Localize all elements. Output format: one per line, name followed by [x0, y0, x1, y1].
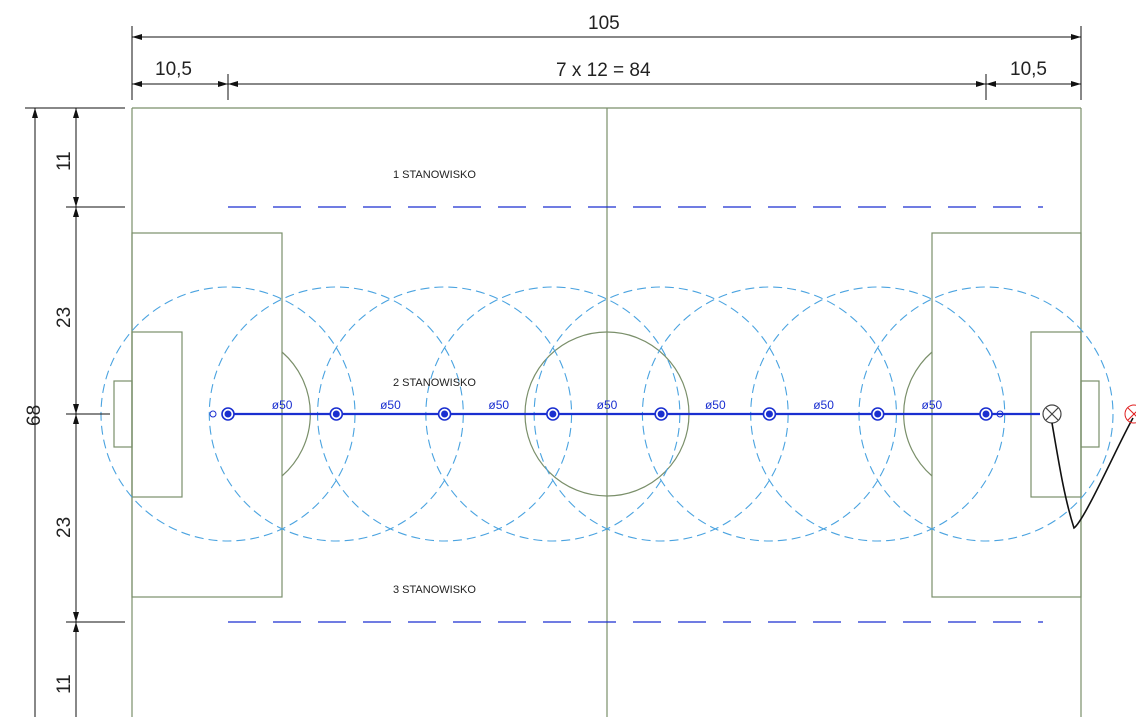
pipe-diameter-label: ø50 [380, 398, 401, 412]
sprinkler-head-icon [979, 407, 993, 421]
pipe-diameter-label: ø50 [922, 398, 943, 412]
left-goal [113, 380, 133, 448]
segment-upper-label: 23 [54, 307, 75, 328]
valve-icon [1042, 404, 1062, 424]
sprinkler-head-icon [329, 407, 344, 421]
vertical-dimensions [25, 107, 125, 717]
station-1-label: 1 STANOWISKO [393, 169, 476, 181]
station-lines [228, 206, 1043, 623]
pipe-end-cap-right [996, 410, 1004, 418]
pipe-diameter-label: ø50 [597, 398, 618, 412]
left-margin-label: 10,5 [155, 59, 192, 80]
connection-marker-icon [1124, 404, 1136, 424]
pitch [113, 107, 1100, 717]
pipe-end-cap-left [209, 410, 217, 418]
left-goal-area [131, 331, 183, 498]
station-3-label: 3 STANOWISKO [393, 584, 476, 596]
pipe-diameter-label: ø50 [813, 398, 834, 412]
sprinkler-head-icon [762, 407, 777, 421]
sprinkler-head-icon [870, 407, 885, 421]
sprinkler-head-icon [654, 407, 668, 421]
pipe-diameter-label: ø50 [272, 398, 293, 412]
supply-hose [1051, 417, 1134, 530]
middle-span-label: 7 x 12 = 84 [556, 60, 651, 81]
right-margin-label: 10,5 [1010, 59, 1047, 80]
sprinkler-head-icon [221, 407, 235, 421]
station-2-label: 2 STANOWISKO [393, 377, 476, 389]
segment-lower-label: 23 [54, 517, 75, 538]
segment-bottom-label: 11 [54, 674, 75, 694]
sprinkler-heads [221, 407, 993, 421]
right-goal [1080, 380, 1100, 448]
total-length-label: 105 [588, 13, 620, 34]
pipe-diameter-labels: ø50 ø50 ø50 ø50 ø50 ø50 ø50 [272, 398, 943, 412]
segment-top-label: 11 [54, 151, 75, 171]
total-width-label: 68 [24, 405, 45, 426]
sprinkler-head-icon [546, 407, 560, 421]
sprinkler-head-icon [437, 407, 452, 421]
pipe-diameter-label: ø50 [705, 398, 726, 412]
pipe-diameter-label: ø50 [488, 398, 509, 412]
horizontal-dimensions [131, 26, 1082, 100]
